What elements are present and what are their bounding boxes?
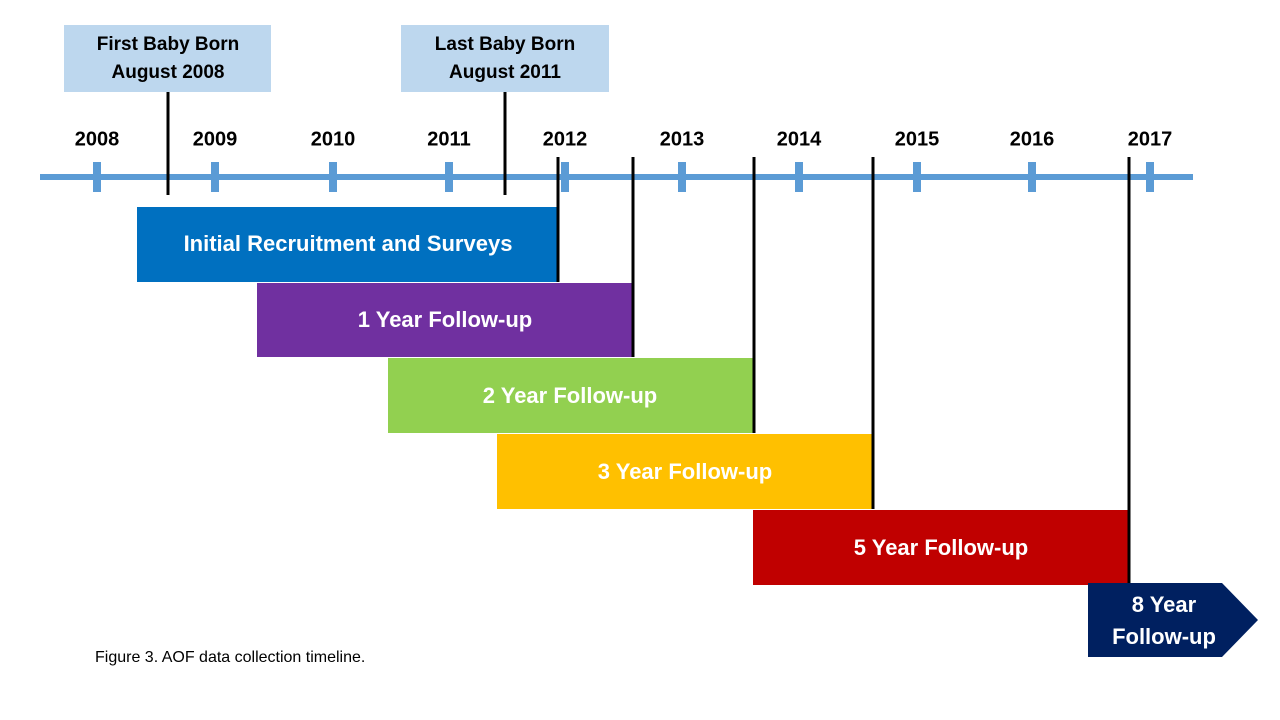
year-ticks: 2008 2009 2010 2011 2012 2013 2014 2015 2016 2017 [75, 128, 1173, 192]
year-label: 2011 [427, 128, 470, 150]
year-tick [678, 162, 686, 192]
callout-box [401, 25, 609, 92]
year-label: 2010 [311, 128, 356, 150]
year-tick [561, 162, 569, 192]
final-phase-arrow [1088, 583, 1258, 657]
phase-label: 8 Year [1132, 592, 1197, 617]
callout-box [64, 25, 271, 92]
year-tick [93, 162, 101, 192]
year-label: 2015 [895, 128, 940, 150]
phase-bar [137, 207, 558, 282]
year-label: 2012 [543, 128, 588, 150]
phase-label: Initial Recruitment and Surveys [184, 231, 513, 256]
callout-text: Last Baby Born [435, 34, 575, 55]
year-label: 2008 [75, 128, 120, 150]
phase-label: 1 Year Follow-up [358, 307, 532, 332]
year-label: 2016 [1010, 128, 1055, 150]
phase-label: 3 Year Follow-up [598, 459, 772, 484]
year-label: 2017 [1128, 128, 1173, 150]
year-tick [211, 162, 219, 192]
phase-bar [388, 358, 754, 433]
year-label: 2009 [193, 128, 238, 150]
phase-label: 2 Year Follow-up [483, 383, 657, 408]
phase-bar [257, 283, 633, 357]
caption: Figure 3. AOF data collection timeline. [95, 649, 365, 666]
callout-text: August 2008 [112, 62, 225, 83]
year-tick [913, 162, 921, 192]
year-label: 2013 [660, 128, 705, 150]
phase-bar [497, 434, 873, 509]
phase-label: Follow-up [1112, 624, 1216, 649]
callout-text: August 2011 [449, 62, 561, 83]
year-label: 2014 [777, 128, 822, 150]
year-tick [1028, 162, 1036, 192]
year-tick [329, 162, 337, 192]
phase-label: 5 Year Follow-up [854, 535, 1028, 560]
year-tick [1146, 162, 1154, 192]
year-tick [445, 162, 453, 192]
phase-bar [753, 510, 1128, 585]
year-tick [795, 162, 803, 192]
callout-text: First Baby Born [97, 34, 240, 55]
